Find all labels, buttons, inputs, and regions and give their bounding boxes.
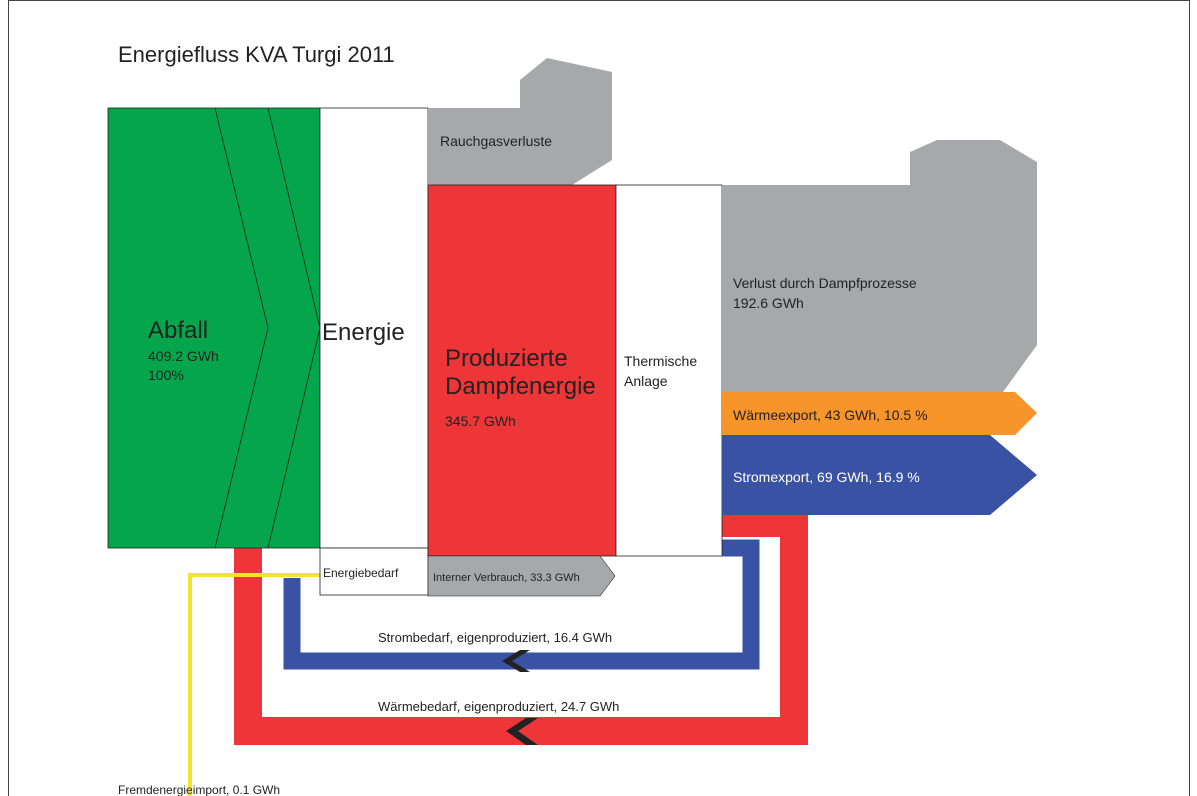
- strom-loop: [283, 539, 760, 670]
- label: Energie: [322, 319, 405, 346]
- label: Stromexport, 69 GWh, 16.9 %: [733, 469, 920, 485]
- chevron: [502, 650, 530, 672]
- waermeexport-arrow: [722, 392, 1037, 435]
- energie-block: [319, 107, 429, 549]
- dampf-block: [427, 184, 617, 557]
- label: Energiebedarf: [323, 566, 399, 580]
- chevron: [506, 718, 538, 745]
- label: Interner Verbrauch, 33.3 GWh: [433, 572, 580, 584]
- title: Energiefluss KVA Turgi 2011: [118, 42, 395, 67]
- label: Wärmeexport, 43 GWh, 10.5 %: [733, 407, 928, 423]
- stromexport-arrow: [722, 435, 1037, 515]
- frame: [8, 0, 1190, 796]
- label: Abfall: [148, 317, 208, 344]
- abfall-block: [107, 107, 321, 549]
- label: Thermische Anlage: [624, 353, 697, 389]
- chevron-line: [214, 107, 269, 549]
- label: Fremdenergieimport, 0.1 GWh: [118, 783, 280, 796]
- label: Rauchgasverluste: [440, 133, 552, 149]
- waerme-loop: [234, 509, 808, 745]
- label: 409.2 GWh: [148, 348, 219, 364]
- thermische-block: [615, 184, 723, 557]
- label: Strombedarf, eigenproduziert, 16.4 GWh: [378, 630, 612, 645]
- label: Wärmebedarf, eigenproduziert, 24.7 GWh: [378, 699, 619, 714]
- label: 100%: [148, 367, 184, 383]
- rauchgas-block: [428, 58, 612, 185]
- verlust-block: [722, 140, 1037, 392]
- intern-arrow: [427, 555, 616, 597]
- label: Produzierte Dampfenergie: [445, 345, 596, 400]
- label: 192.6 GWh: [733, 295, 804, 311]
- import-line: [188, 573, 320, 796]
- label: Verlust durch Dampfprozesse: [733, 275, 917, 291]
- label: 345.7 GWh: [445, 413, 516, 429]
- energiebedarf-block: [319, 547, 429, 596]
